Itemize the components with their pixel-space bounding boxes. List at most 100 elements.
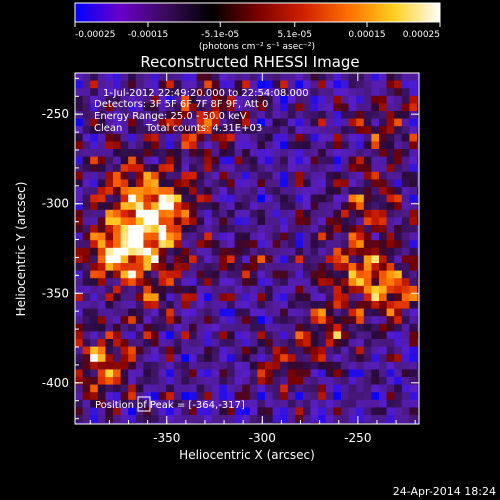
- heatmap-cell: [394, 133, 403, 142]
- heatmap-cell: [173, 126, 182, 135]
- heatmap-cell: [234, 149, 243, 157]
- heatmap-cell: [265, 339, 273, 347]
- heatmap-cell: [219, 187, 228, 195]
- heatmap-cell: [211, 422, 220, 424]
- heatmap-cell: [204, 293, 213, 302]
- heatmap-cell: [280, 339, 289, 347]
- heatmap-cell: [272, 316, 281, 325]
- heatmap-cell: [143, 111, 152, 119]
- heatmap-cell: [265, 422, 273, 424]
- heatmap-cell: [105, 217, 114, 226]
- heatmap-cell: [173, 103, 182, 112]
- heatmap-cell: [287, 187, 296, 195]
- heatmap-cell: [272, 331, 281, 340]
- heatmap-cell: [265, 126, 273, 135]
- heatmap-cell: [379, 323, 387, 332]
- heatmap-cell: [173, 225, 182, 233]
- heatmap-cell: [386, 217, 395, 226]
- heatmap-cell: [287, 278, 296, 287]
- annotation-detectors: Detectors: 3F 5F 6F 7F 8F 9F, Att 0: [94, 99, 268, 110]
- heatmap-cell: [242, 156, 251, 165]
- heatmap-cell: [409, 308, 418, 317]
- heatmap-cell: [151, 339, 159, 347]
- heatmap-cell: [401, 179, 410, 188]
- heatmap-cell: [189, 255, 197, 264]
- heatmap-cell: [417, 73, 419, 81]
- heatmap-cell: [196, 240, 205, 249]
- heatmap-cell: [280, 80, 289, 89]
- heatmap-cell: [394, 270, 403, 279]
- heatmap-cell: [90, 141, 99, 150]
- heatmap-cell: [287, 111, 296, 119]
- heatmap-cell: [287, 80, 296, 89]
- heatmap-cell: [401, 217, 410, 226]
- heatmap-cell: [105, 141, 114, 150]
- heatmap-cell: [409, 415, 418, 423]
- heatmap-cell: [348, 111, 357, 119]
- heatmap-cell: [128, 171, 137, 180]
- heatmap-cell: [135, 422, 144, 424]
- heatmap-cell: [417, 217, 419, 226]
- heatmap-cell: [341, 141, 349, 150]
- heatmap-cell: [295, 156, 304, 165]
- heatmap-cell: [173, 217, 182, 226]
- heatmap-cell: [341, 415, 349, 423]
- heatmap-cell: [173, 278, 182, 287]
- heatmap-cell: [75, 126, 83, 135]
- heatmap-cell: [417, 384, 419, 393]
- heatmap-cell: [295, 187, 304, 195]
- heatmap-cell: [325, 126, 334, 135]
- heatmap-cell: [128, 407, 137, 416]
- heatmap-cell: [166, 80, 175, 89]
- heatmap-cell: [196, 111, 205, 119]
- heatmap-cell: [82, 194, 91, 203]
- heatmap-cell: [189, 316, 197, 325]
- heatmap-cell: [249, 399, 258, 408]
- heatmap-cell: [394, 407, 403, 416]
- heatmap-cell: [135, 339, 144, 347]
- heatmap-cell: [249, 141, 258, 150]
- heatmap-cell: [219, 285, 228, 294]
- heatmap-cell: [219, 247, 228, 256]
- heatmap-cell: [318, 80, 327, 89]
- heatmap-cell: [272, 407, 281, 416]
- heatmap-cell: [189, 377, 197, 385]
- heatmap-cell: [82, 323, 91, 332]
- heatmap-cell: [113, 73, 121, 81]
- heatmap-cell: [151, 323, 159, 332]
- heatmap-cell: [257, 255, 266, 264]
- heatmap-cell: [265, 133, 273, 142]
- heatmap-cell: [280, 293, 289, 302]
- heatmap-cell: [181, 369, 190, 378]
- heatmap-cell: [234, 187, 243, 195]
- heatmap-cell: [287, 415, 296, 423]
- heatmap-cell: [325, 88, 334, 97]
- heatmap-cell: [325, 377, 334, 385]
- heatmap-cell: [249, 422, 258, 424]
- heatmap-cell: [318, 278, 327, 287]
- heatmap-cell: [318, 323, 327, 332]
- heatmap-cell: [234, 346, 243, 355]
- heatmap-cell: [348, 422, 357, 424]
- heatmap-cell: [341, 194, 349, 203]
- heatmap-cell: [151, 95, 159, 104]
- heatmap-cell: [242, 255, 251, 264]
- heatmap-cell: [249, 118, 258, 127]
- heatmap-cell: [211, 293, 220, 302]
- heatmap-cell: [287, 323, 296, 332]
- heatmap-cell: [401, 73, 410, 81]
- heatmap-cell: [379, 361, 387, 370]
- heatmap-cell: [234, 171, 243, 180]
- heatmap-cell: [120, 377, 129, 385]
- heatmap-cell: [227, 95, 235, 104]
- heatmap-cell: [113, 316, 121, 325]
- heatmap-cell: [386, 247, 395, 256]
- heatmap-cell: [257, 301, 266, 309]
- heatmap-cell: [371, 270, 380, 279]
- heatmap-cell: [158, 95, 167, 104]
- heatmap-cell: [394, 179, 403, 188]
- heatmap-cell: [287, 270, 296, 279]
- heatmap-cell: [280, 209, 289, 218]
- heatmap-cell: [242, 217, 251, 226]
- heatmap-cell: [287, 331, 296, 340]
